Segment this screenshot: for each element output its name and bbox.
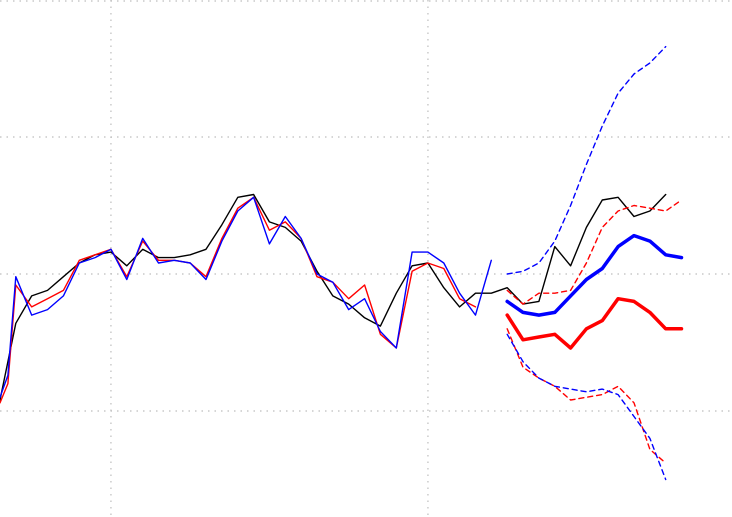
series-red-lower [506, 328, 667, 464]
series-blue-lower [506, 333, 667, 481]
series-red-forecast [505, 296, 684, 350]
series-blue-forecast [505, 233, 684, 317]
series-blue-fit [0, 196, 492, 398]
series-layer [0, 45, 684, 481]
series-blue-upper [506, 45, 667, 275]
series-actual [0, 193, 667, 401]
series-red-upper [506, 199, 683, 305]
